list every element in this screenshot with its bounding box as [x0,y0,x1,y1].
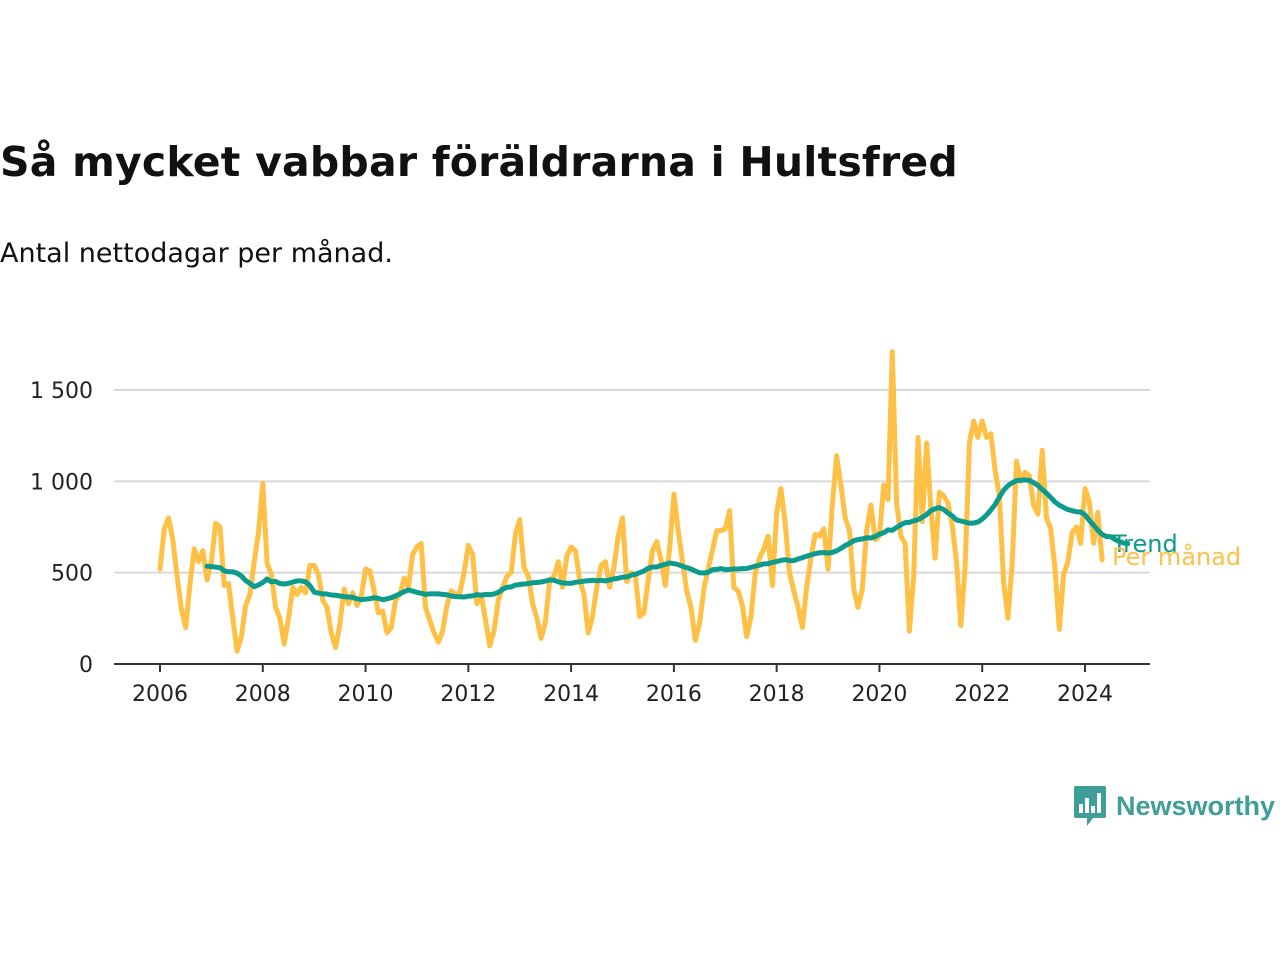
newsworthy-brand[interactable]: Newsworthy [1072,784,1275,828]
y-tick-label: 500 [51,562,93,587]
series-per-manad-line [157,349,1105,654]
x-tick-label: 2018 [749,682,805,707]
x-tick-label: 2012 [440,682,496,707]
x-axis: 2006 2008 2010 2012 2014 2016 2018 2020 2022 2024 [114,663,1150,707]
chart-title: Så mycket vabbar föräldrarna i Hultsfred [0,138,958,186]
bar-chart-speech-bubble-icon [1074,786,1106,826]
y-axis-ticks: 0 500 1 000 1 500 [30,379,93,678]
y-tick-label: 1 500 [30,379,93,404]
series-trend-line [204,477,1131,603]
x-tick-label: 2022 [954,682,1010,707]
x-tick-label: 2006 [132,682,188,707]
x-tick-label: 2016 [646,682,702,707]
series-label-trend: Trend [1111,530,1178,558]
series-lines [157,349,1131,654]
x-tick-label: 2010 [338,682,394,707]
brand-name: Newsworthy [1116,790,1276,821]
x-tick-label: 2020 [851,682,907,707]
x-tick-label: 2024 [1057,682,1113,707]
x-tick-label: 2014 [543,682,599,707]
y-tick-label: 1 000 [30,470,93,495]
series-label-per-manad: Per månad [1112,542,1241,571]
chart-subtitle: Antal nettodagar per månad. [0,238,393,269]
x-tick-label: 2008 [235,682,291,707]
y-tick-label: 0 [79,653,93,678]
